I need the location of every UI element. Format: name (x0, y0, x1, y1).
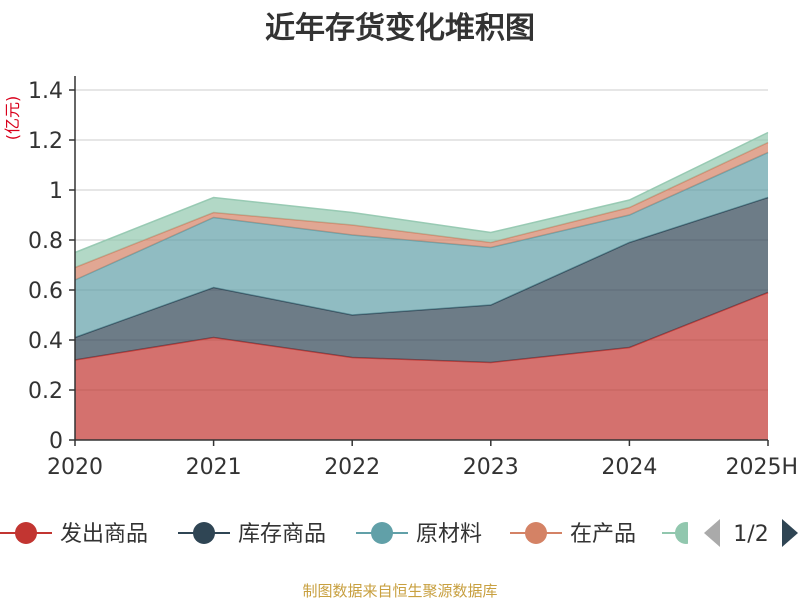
chart-title: 近年存货变化堆积图 (265, 11, 535, 46)
legend-marker (525, 522, 547, 544)
area-series-3 (75, 142, 768, 280)
legend-next-icon[interactable] (782, 519, 798, 547)
legend: 发出商品 库存商品 原材料 在产品 1/2 (0, 515, 798, 551)
x-tick-label: 2021 (186, 455, 242, 480)
y-axis-label: (亿元) (3, 96, 22, 141)
legend-page-indicator: 1/2 (733, 522, 768, 547)
legend-label: 原材料 (416, 522, 482, 547)
legend-label: 在产品 (570, 522, 636, 547)
y-tick-label: 1.4 (28, 79, 63, 104)
legend-label: 发出商品 (60, 522, 148, 547)
legend-marker (371, 522, 393, 544)
area-series-2 (75, 152, 768, 338)
legend-item-1[interactable]: 库存商品 (178, 522, 326, 547)
legend-item-0[interactable]: 发出商品 (0, 522, 148, 547)
legend-prev-icon[interactable] (704, 519, 720, 547)
x-tick-label: 2022 (324, 455, 380, 480)
y-tick-label: 0.6 (28, 279, 63, 304)
x-tick-label: 2024 (601, 455, 657, 480)
area-series-0 (75, 292, 768, 440)
area-series-group (74, 131, 769, 440)
y-tick-label: 1.2 (28, 129, 63, 154)
legend-marker (15, 522, 37, 544)
legend-item-2[interactable]: 原材料 (356, 522, 482, 547)
legend-clip (688, 515, 702, 551)
y-tick-label: 0 (49, 429, 63, 454)
legend-marker (193, 522, 215, 544)
y-tick-label: 0.8 (28, 229, 63, 254)
area-series-1 (75, 197, 768, 363)
axes: 0 0.2 0.4 0.6 0.8 1 1.2 1.4 2020 2021 2022 2023 2024… (28, 76, 798, 480)
x-tick-label: 2023 (463, 455, 519, 480)
legend-label: 库存商品 (238, 522, 326, 547)
y-tick-label: 0.2 (28, 379, 63, 404)
x-tick-label: 2020 (47, 455, 103, 480)
source-note: 制图数据来自恒生聚源数据库 (302, 582, 497, 600)
series-line-4 (74, 131, 769, 254)
y-tick-label: 1 (49, 179, 63, 204)
y-tick-label: 0.4 (28, 329, 63, 354)
x-tick-label: 2025H (725, 455, 798, 480)
legend-item-3[interactable]: 在产品 (510, 522, 636, 547)
